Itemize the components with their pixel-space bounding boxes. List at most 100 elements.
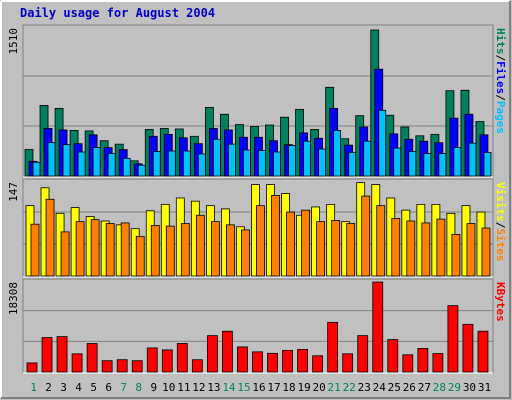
bar-kbytes-day-20 <box>312 355 324 373</box>
bar-pages-day-15 <box>243 149 251 177</box>
x-axis-day-labels: 1 2 3 4 5 6 7 8 9 10 11 12 13 14 15 16 17 18 19 20 21 22 23 24 2… <box>30 381 491 394</box>
legend-separator: / <box>494 94 507 101</box>
day-label-17: 17 <box>267 381 280 394</box>
day-label-31: 31 <box>478 381 491 394</box>
day-label-24: 24 <box>373 381 387 394</box>
bar-kbytes-day-23 <box>357 335 369 373</box>
day-label-28: 28 <box>433 381 446 394</box>
legend-hits: Hits <box>494 28 507 55</box>
bar-pages-day-12 <box>197 153 206 177</box>
bar-pages-day-11 <box>182 150 191 177</box>
bar-kbytes-day-18 <box>282 349 293 373</box>
bar-pages-day-9 <box>152 151 161 177</box>
bar-sites-day-11 <box>180 223 190 277</box>
bar-sites-day-7 <box>120 222 130 277</box>
day-label-25: 25 <box>388 381 401 394</box>
bar-kbytes-day-24 <box>372 281 384 373</box>
legend-separator: / <box>494 222 507 229</box>
series-visits <box>25 182 486 277</box>
bar-sites-day-27 <box>421 222 431 277</box>
bar-kbytes-day-27 <box>417 347 429 373</box>
day-label-3: 3 <box>60 381 67 394</box>
series-pages <box>32 109 492 177</box>
bar-pages-day-4 <box>77 151 86 177</box>
bar-sites-day-24 <box>376 205 386 277</box>
day-label-22: 22 <box>343 381 356 394</box>
day-label-20: 20 <box>313 381 326 394</box>
chart-title: Daily usage for August 2004 <box>20 6 215 20</box>
bar-kbytes-day-29 <box>447 305 459 373</box>
bar-kbytes-day-13 <box>206 335 218 373</box>
bar-pages-day-26 <box>408 151 417 177</box>
bar-pages-day-17 <box>273 151 281 177</box>
day-label-12: 12 <box>192 381 205 394</box>
panel-visits-legend: Visits/Sites <box>494 182 507 262</box>
bar-kbytes-day-19 <box>297 348 308 373</box>
bar-sites-day-15 <box>241 229 250 277</box>
bar-kbytes-day-28 <box>432 353 444 373</box>
bar-pages-day-18 <box>288 145 296 177</box>
panel-kbytes-max-label: 18308 <box>7 282 20 315</box>
day-label-8: 8 <box>135 381 142 394</box>
bar-sites-day-17 <box>271 195 280 277</box>
bar-kbytes-day-11 <box>176 343 188 373</box>
bar-pages-day-31 <box>483 152 492 177</box>
bar-sites-day-8 <box>135 235 145 277</box>
panel-kbytes-legend: KBytes <box>494 282 507 322</box>
day-label-2: 2 <box>45 381 52 394</box>
bar-sites-day-6 <box>105 223 115 277</box>
bar-sites-day-3 <box>60 231 70 277</box>
day-label-15: 15 <box>237 381 250 394</box>
panel-hits-max-label: 1510 <box>7 28 20 55</box>
bar-kbytes-day-15 <box>237 346 248 373</box>
bar-sites-day-29 <box>451 234 461 277</box>
bar-pages-day-7 <box>122 157 131 177</box>
day-label-9: 9 <box>150 381 157 394</box>
bar-pages-day-28 <box>438 153 447 177</box>
bar-sites-day-22 <box>346 223 356 277</box>
series-kbytes <box>26 281 489 373</box>
bar-sites-day-25 <box>391 218 401 277</box>
bar-pages-day-10 <box>167 150 176 177</box>
day-label-14: 14 <box>222 381 236 394</box>
legend-files: Files <box>494 61 507 94</box>
bar-pages-day-19 <box>303 140 311 177</box>
bar-kbytes-day-30 <box>462 323 474 373</box>
bar-sites-day-26 <box>406 220 416 277</box>
day-label-23: 23 <box>358 381 371 394</box>
bar-pages-day-1 <box>32 161 41 177</box>
bar-kbytes-day-2 <box>41 337 53 373</box>
series-sites <box>30 195 491 277</box>
bar-pages-day-22 <box>348 152 357 177</box>
bar-sites-day-31 <box>481 227 491 277</box>
bar-sites-day-21 <box>331 219 341 277</box>
bar-pages-day-14 <box>228 143 236 177</box>
bar-sites-day-14 <box>226 224 235 277</box>
day-label-30: 30 <box>463 381 476 394</box>
legend-visits: Visits <box>494 182 507 222</box>
bar-sites-day-1 <box>30 223 40 277</box>
day-label-26: 26 <box>403 381 416 394</box>
bar-sites-day-16 <box>256 205 265 277</box>
panel-hits-legend: Hits/Files/Pages <box>494 28 507 134</box>
bar-kbytes-day-14 <box>222 330 233 373</box>
bar-kbytes-day-5 <box>86 343 98 373</box>
bar-sites-day-4 <box>75 221 85 277</box>
bar-sites-day-9 <box>150 225 160 277</box>
bar-pages-day-2 <box>47 142 56 177</box>
day-label-10: 10 <box>162 381 175 394</box>
legend-pages: Pages <box>494 101 507 134</box>
panel-kbytes: 18308 KBytes <box>7 278 507 374</box>
bar-kbytes-day-3 <box>56 336 68 373</box>
bar-kbytes-day-1 <box>26 362 38 373</box>
day-label-19: 19 <box>297 381 310 394</box>
panel-visits-max-label: 147 <box>7 182 20 202</box>
bar-sites-day-20 <box>316 221 326 277</box>
bar-sites-day-18 <box>286 211 295 277</box>
bar-pages-day-27 <box>423 153 432 177</box>
bar-pages-day-6 <box>107 153 116 177</box>
bar-pages-day-8 <box>137 164 146 177</box>
bar-pages-day-21 <box>333 130 342 177</box>
